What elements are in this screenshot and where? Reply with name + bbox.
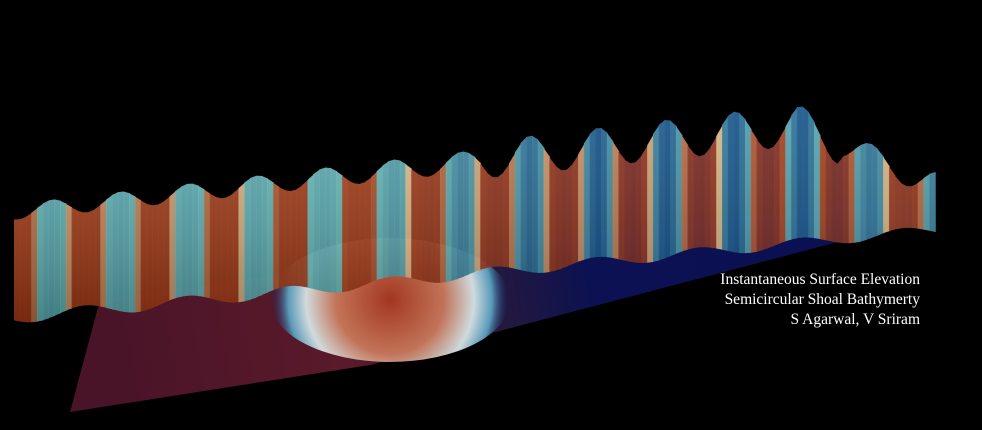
wave-surface <box>14 106 936 323</box>
caption: Instantaneous Surface Elevation Semicirc… <box>720 270 920 330</box>
caption-title: Instantaneous Surface Elevation <box>720 271 920 288</box>
wave-shading <box>14 106 935 323</box>
caption-authors: S Agarwal, V Sriram <box>790 311 920 328</box>
caption-subtitle: Semicircular Shoal Bathymerty <box>724 291 920 308</box>
